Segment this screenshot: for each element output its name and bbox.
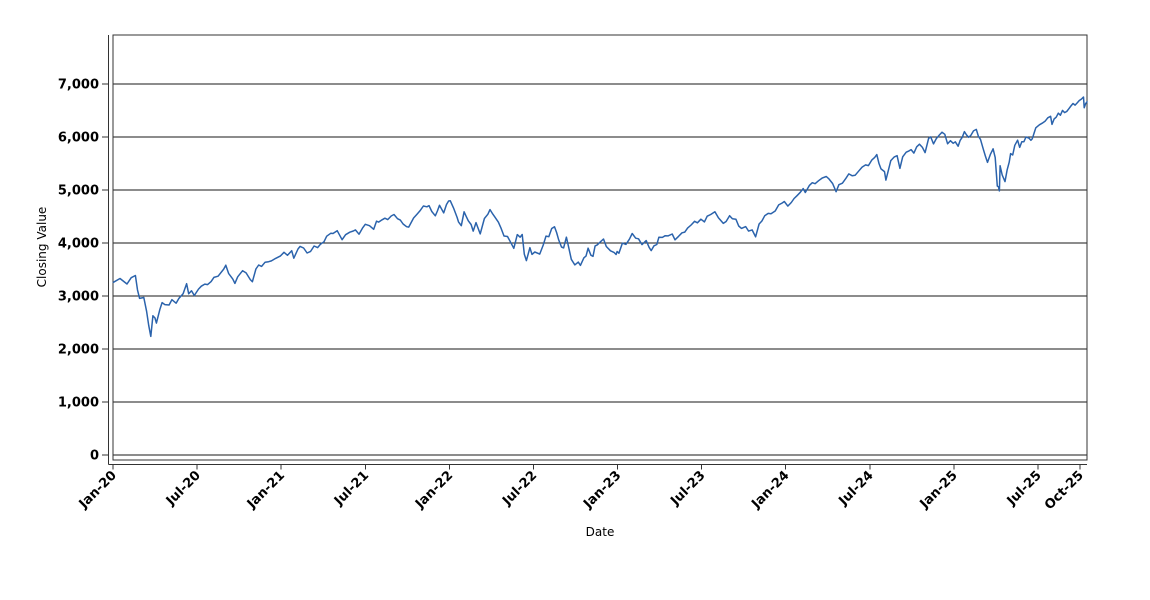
y-tick-label: 1,000: [58, 396, 99, 411]
y-tick-label: 0: [90, 449, 99, 464]
x-tick-label: Jan-24: [748, 468, 792, 512]
x-tick-label: Jan-25: [917, 468, 961, 512]
x-tick-label: Jan-21: [244, 468, 288, 512]
y-axis-title: Closing Value: [35, 207, 49, 288]
x-tick-label: Jul-24: [836, 468, 877, 509]
y-tick-label: 6,000: [58, 131, 99, 146]
y-tick-label: 5,000: [58, 184, 99, 199]
y-tick-label: 2,000: [58, 343, 99, 358]
closing-value-series-line: [112, 96, 1088, 338]
x-tick-label: Jul-20: [163, 468, 204, 509]
y-tick-label: 7,000: [58, 78, 99, 93]
x-tick-label: Oct-25: [1042, 468, 1087, 513]
x-tick-label: Jul-21: [331, 468, 372, 509]
x-tick-label: Jan-23: [580, 468, 624, 512]
x-tick-label: Jan-20: [76, 468, 120, 512]
x-tick-label: Jul-25: [1004, 468, 1045, 509]
x-axis-ticks: Jan-20 Jul-20 Jan-21 Jul-21 Jan-22 Jul-22 Jan-…: [76, 464, 1087, 513]
axis-lines: [108, 35, 1087, 465]
x-tick-label: Jul-23: [667, 468, 708, 509]
gridlines: [113, 83, 1087, 456]
plot-border: [112, 34, 1088, 461]
x-axis-title: Date: [586, 525, 615, 539]
y-tick-label: 4,000: [58, 237, 99, 252]
y-tick-label: 3,000: [58, 290, 99, 305]
y-axis-ticks: 0 1,000 2,000 3,000 4,000 5,000 6,000 7,000: [58, 78, 109, 464]
x-tick-label: Jan-22: [412, 468, 456, 512]
x-tick-label: Jul-22: [499, 468, 540, 509]
